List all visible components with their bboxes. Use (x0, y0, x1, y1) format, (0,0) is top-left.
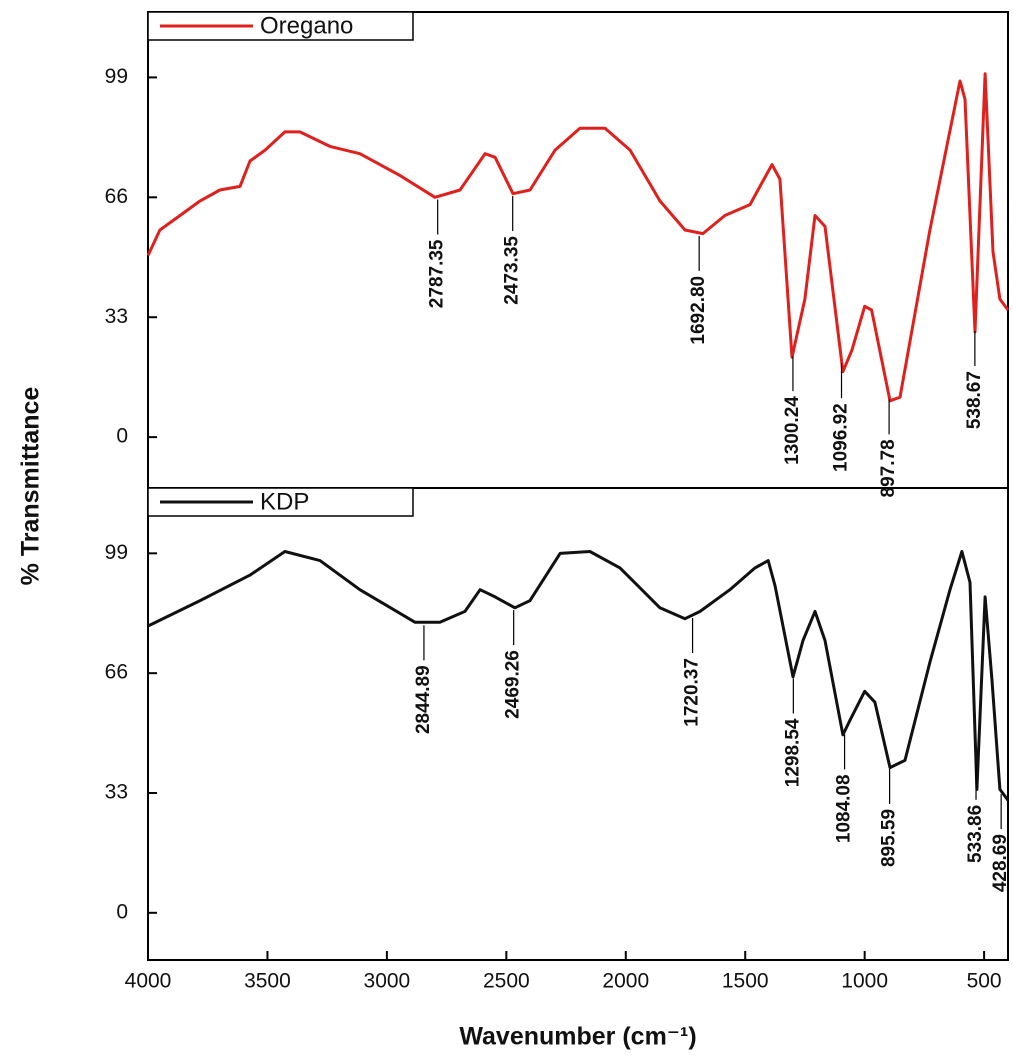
x-tick-label: 2000 (602, 970, 649, 993)
peak-label: 895.59 (879, 809, 900, 867)
peak-label: 2473.35 (502, 236, 523, 305)
peak-label: 2844.89 (413, 665, 434, 734)
peak-label: 1298.54 (782, 718, 803, 787)
y-tick-label: 33 (105, 781, 128, 804)
peak-label: 1692.80 (688, 276, 709, 345)
y-tick-label: 99 (105, 541, 128, 564)
peak-label: 1096.92 (831, 403, 852, 472)
plot-frame (147, 487, 1009, 961)
y-tick-label: 99 (105, 65, 128, 88)
peak-label: 2469.26 (503, 650, 524, 719)
legend-label: KDP (260, 488, 309, 515)
plot-frame (147, 11, 1009, 489)
peak-label: 1084.08 (834, 774, 855, 843)
y-tick-label: 66 (105, 661, 128, 684)
legend: KDP (147, 487, 414, 517)
spectrum-line (146, 72, 1010, 403)
legend: Oregano (147, 11, 414, 41)
spectrum-line (147, 550, 1010, 802)
peak-label: 1720.37 (682, 658, 703, 727)
y-tick-label: 33 (105, 305, 128, 328)
x-tick-label: 500 (967, 970, 1002, 993)
y-tick-label: 66 (105, 185, 128, 208)
peak-label: 2787.35 (427, 239, 448, 308)
peak-label: 897.78 (878, 439, 899, 497)
x-tick-label: 3000 (364, 970, 411, 993)
x-tick-label: 1500 (722, 970, 769, 993)
y-tick-label: 0 (116, 900, 128, 923)
x-tick-label: 2500 (483, 970, 530, 993)
peak-label: 1300.24 (782, 396, 803, 465)
y-axis-title: % Transmittance (17, 387, 45, 586)
legend-label: Oregano (260, 12, 353, 39)
x-tick-label: 1000 (841, 970, 888, 993)
peak-label: 428.69 (990, 834, 1011, 892)
x-tick-label: 3500 (244, 970, 291, 993)
peak-label: 538.67 (964, 371, 985, 429)
peak-label: 533.86 (965, 805, 986, 863)
x-tick-label: 4000 (125, 970, 172, 993)
y-tick-label: 0 (116, 425, 128, 448)
x-axis-title: Wavenumber (cm⁻¹) (459, 1023, 696, 1051)
